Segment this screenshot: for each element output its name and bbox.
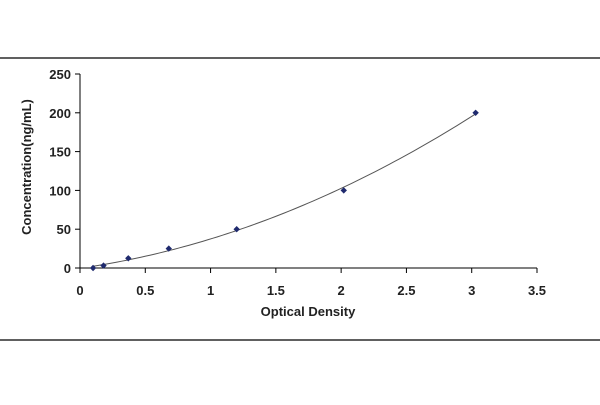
y-tick-label: 50 (57, 222, 71, 237)
data-point (89, 264, 97, 272)
x-tick-label: 0 (76, 283, 83, 298)
x-tick-label: 1 (207, 283, 214, 298)
y-tick-label: 150 (49, 145, 71, 160)
data-point (340, 187, 347, 194)
data-point (125, 255, 132, 262)
x-axis-title: Optical Density (261, 304, 356, 319)
y-tick-label: 200 (49, 106, 71, 121)
data-point (233, 226, 240, 233)
axes-layer: 0 50 100 150 200 250 0 0.5 1 1.5 2 2.5 3 3.5 (49, 67, 546, 298)
x-tick-label: 3.5 (528, 283, 546, 298)
y-axis-title: Concentration(ng/mL) (19, 99, 34, 235)
data-point (100, 262, 107, 269)
data-point (472, 109, 479, 116)
x-tick-label: 1.5 (267, 283, 285, 298)
y-tick-label: 100 (49, 183, 71, 198)
y-tick-label: 250 (49, 67, 71, 82)
x-tick-label: 2 (338, 283, 345, 298)
curve-layer (92, 113, 476, 267)
points-layer (89, 109, 479, 272)
y-tick-label: 0 (64, 261, 71, 276)
x-tick-label: 0.5 (136, 283, 154, 298)
data-point (165, 245, 172, 252)
x-tick-label: 3 (468, 283, 475, 298)
x-tick-label: 2.5 (397, 283, 415, 298)
fit-curve (92, 113, 476, 267)
